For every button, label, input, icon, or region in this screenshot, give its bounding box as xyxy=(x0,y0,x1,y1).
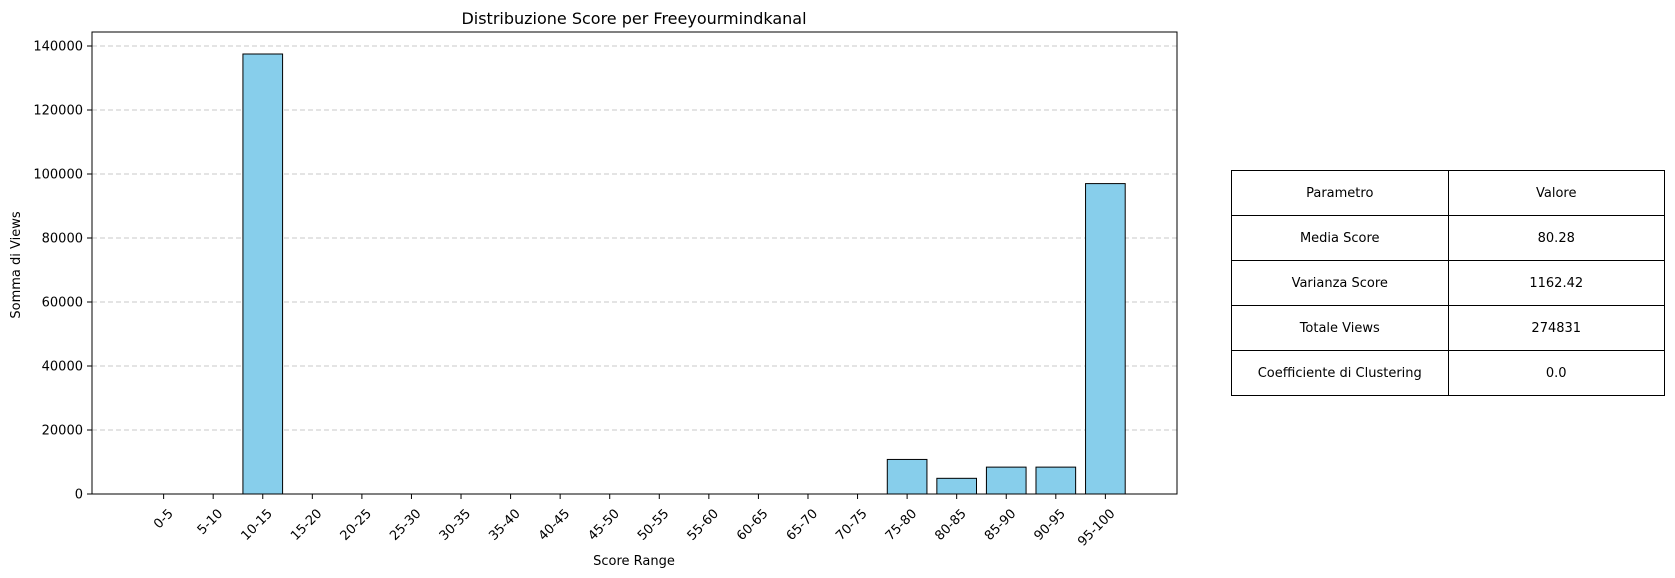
table-header-row: Parametro Valore xyxy=(1231,170,1665,216)
x-tick-label: 0-5 xyxy=(151,506,177,532)
x-tick-label: 5-10 xyxy=(195,506,226,537)
x-tick-label: 25-30 xyxy=(387,506,424,543)
bar xyxy=(242,53,284,495)
x-tick-label: 70-75 xyxy=(833,506,870,543)
x-tick-label: 95-100 xyxy=(1075,506,1118,549)
table-cell-param: Totale Views xyxy=(1231,305,1449,351)
x-tick-label: 45-50 xyxy=(585,506,622,543)
bar xyxy=(936,477,978,495)
plot-frame xyxy=(91,31,1178,495)
table-row: Coefficiente di Clustering 0.0 xyxy=(1231,350,1665,396)
x-tick-label: 50-55 xyxy=(635,506,672,543)
chart-title: Distribuzione Score per Freeyourmindkana… xyxy=(461,9,806,28)
x-tick-label: 35-40 xyxy=(486,506,523,543)
y-tick-label: 120000 xyxy=(33,104,83,119)
table-cell-value: 0.0 xyxy=(1447,350,1665,396)
x-tick-label: 55-60 xyxy=(685,506,722,543)
bar xyxy=(985,466,1027,495)
x-tick-label: 80-85 xyxy=(932,506,969,543)
x-tick-label: 85-90 xyxy=(982,506,1019,543)
y-axis-label: Somma di Views xyxy=(9,211,24,318)
x-axis-label: Score Range xyxy=(593,554,675,569)
table-cell-value: 80.28 xyxy=(1447,215,1665,261)
table-cell-param: Coefficiente di Clustering xyxy=(1231,350,1449,396)
table-cell-value: 1162.42 xyxy=(1447,260,1665,306)
table-header-param: Parametro xyxy=(1231,170,1449,216)
x-tick-label: 90-95 xyxy=(1032,506,1069,543)
x-tick-label: 60-65 xyxy=(734,506,771,543)
x-tick-label: 75-80 xyxy=(883,506,920,543)
y-axis: 0 20000 40000 60000 80000 100000 120000 140000 xyxy=(33,40,92,503)
y-tick-label: 20000 xyxy=(42,424,83,439)
table-row: Totale Views 274831 xyxy=(1231,305,1665,351)
x-tick-label: 15-20 xyxy=(288,506,325,543)
bar xyxy=(1035,466,1077,495)
x-tick-label: 65-70 xyxy=(784,506,821,543)
y-tick-label: 40000 xyxy=(42,360,83,375)
table-row: Media Score 80.28 xyxy=(1231,215,1665,261)
y-tick-label: 100000 xyxy=(33,168,83,183)
bar xyxy=(1085,183,1126,495)
table-cell-value: 274831 xyxy=(1447,305,1665,351)
x-tick-label: 40-45 xyxy=(536,506,573,543)
table-cell-param: Media Score xyxy=(1231,215,1449,261)
table-row: Varianza Score 1162.42 xyxy=(1231,260,1665,306)
x-tick-label: 30-35 xyxy=(437,506,474,543)
x-axis: 0-5 5-10 10-15 15-20 20-25 25-30 30-35 35-40 40-… xyxy=(151,494,1118,550)
y-tick-label: 140000 xyxy=(33,40,83,55)
y-tick-label: 60000 xyxy=(42,296,83,311)
x-tick-label: 10-15 xyxy=(238,506,275,543)
bar xyxy=(886,458,928,495)
bars xyxy=(242,53,1126,495)
table-header-value: Valore xyxy=(1447,170,1665,216)
stats-table: Parametro Valore Media Score 80.28 Varia… xyxy=(1231,170,1665,396)
y-tick-label: 80000 xyxy=(42,232,83,247)
table-cell-param: Varianza Score xyxy=(1231,260,1449,306)
x-tick-label: 20-25 xyxy=(338,506,375,543)
y-tick-label: 0 xyxy=(75,488,83,503)
